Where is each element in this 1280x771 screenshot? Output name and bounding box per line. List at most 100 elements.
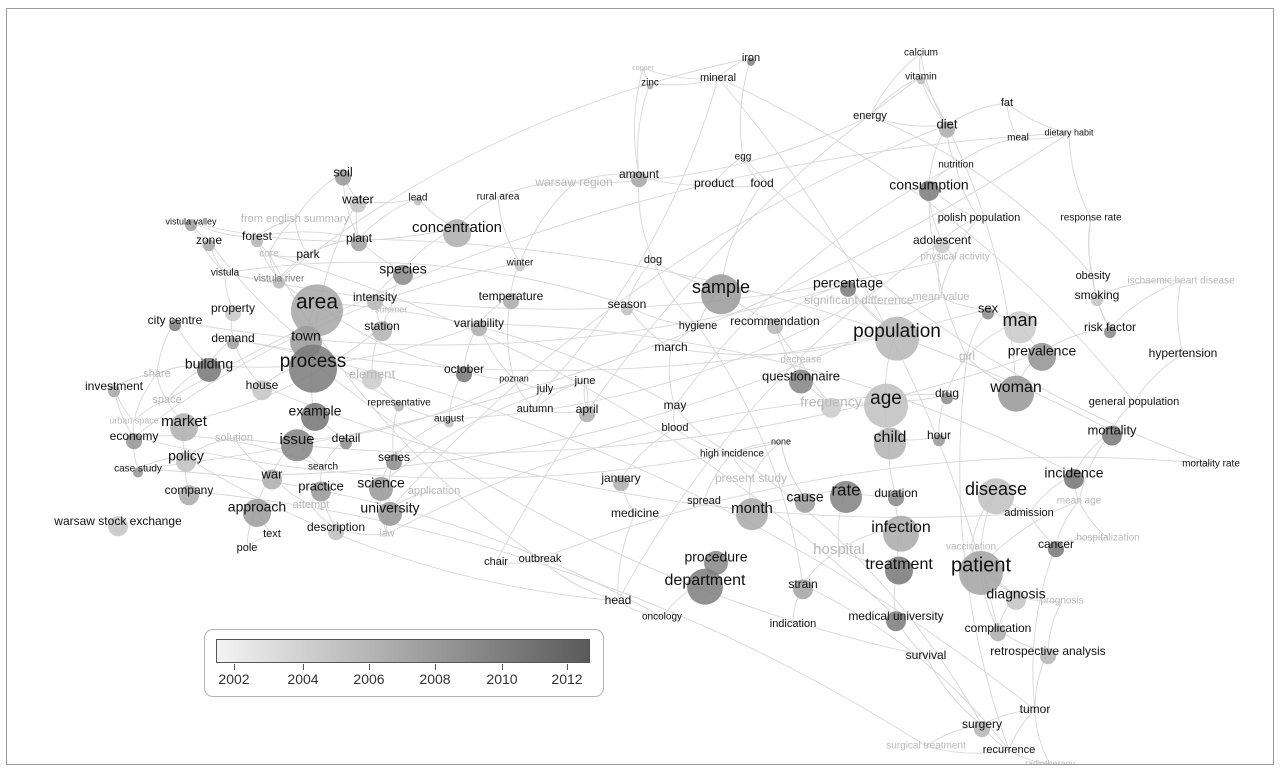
term-node[interactable] xyxy=(621,303,633,316)
term-node[interactable] xyxy=(885,556,913,585)
term-node[interactable] xyxy=(328,524,344,541)
term-label[interactable]: zinc xyxy=(641,78,659,89)
term-label[interactable]: vitamin xyxy=(905,72,937,83)
term-label[interactable]: detail xyxy=(332,431,361,445)
term-label[interactable]: season xyxy=(608,297,647,311)
term-label[interactable]: building xyxy=(185,356,233,372)
term-node[interactable] xyxy=(185,219,197,232)
term-node[interactable] xyxy=(793,579,813,600)
term-node[interactable] xyxy=(372,321,392,342)
term-node[interactable] xyxy=(840,280,856,297)
term-node[interactable] xyxy=(864,383,908,428)
term-label[interactable]: war xyxy=(261,466,284,481)
term-label[interactable]: high incidence xyxy=(700,449,764,460)
term-label[interactable]: zone xyxy=(196,233,222,247)
term-node[interactable] xyxy=(933,434,945,447)
term-node[interactable] xyxy=(982,307,994,320)
term-node[interactable] xyxy=(362,369,382,390)
term-node[interactable] xyxy=(978,478,1014,515)
term-node[interactable] xyxy=(917,76,925,85)
term-node[interactable] xyxy=(291,284,343,337)
term-node[interactable] xyxy=(747,57,755,66)
term-label[interactable]: station xyxy=(364,319,399,333)
term-label[interactable]: hour xyxy=(927,428,951,442)
term-label[interactable]: amount xyxy=(619,167,660,181)
term-label[interactable]: share xyxy=(143,368,171,380)
term-node[interactable] xyxy=(1104,326,1116,339)
term-node[interactable] xyxy=(974,721,990,738)
term-label[interactable]: radiotherapy xyxy=(1025,758,1076,764)
term-node[interactable] xyxy=(176,451,196,472)
term-node[interactable] xyxy=(252,380,272,401)
term-node[interactable] xyxy=(351,235,367,252)
term-label[interactable]: incidence xyxy=(1044,465,1103,481)
term-node[interactable] xyxy=(443,219,471,248)
term-node[interactable] xyxy=(795,492,815,513)
term-node[interactable] xyxy=(736,498,768,531)
term-node[interactable] xyxy=(998,375,1034,412)
term-node[interactable] xyxy=(133,467,143,478)
term-label[interactable]: surgical treatment xyxy=(886,741,966,752)
term-node[interactable] xyxy=(647,83,653,90)
term-label[interactable]: product xyxy=(694,176,735,190)
term-label[interactable]: calcium xyxy=(904,48,938,59)
term-label[interactable]: issue xyxy=(279,431,314,448)
term-node[interactable] xyxy=(378,501,402,526)
term-label[interactable]: food xyxy=(750,176,773,190)
term-label[interactable]: duration xyxy=(874,486,917,500)
term-node[interactable] xyxy=(243,498,271,527)
term-label[interactable]: april xyxy=(576,402,599,416)
term-node[interactable] xyxy=(281,429,313,462)
term-label[interactable]: complication xyxy=(965,621,1032,635)
term-label[interactable]: age xyxy=(870,388,902,409)
term-node[interactable] xyxy=(767,318,783,335)
term-label[interactable]: iron xyxy=(742,52,760,64)
term-node[interactable] xyxy=(386,454,402,471)
term-node[interactable] xyxy=(959,551,1003,595)
term-label[interactable]: search xyxy=(308,462,338,473)
term-label[interactable]: case study xyxy=(114,464,162,475)
term-node[interactable] xyxy=(1028,342,1056,371)
term-label[interactable]: investment xyxy=(85,379,144,393)
term-node[interactable] xyxy=(1102,425,1122,446)
term-label[interactable]: rural area xyxy=(477,192,520,203)
term-label[interactable]: october xyxy=(444,362,484,376)
term-label[interactable]: percentage xyxy=(813,275,883,291)
term-node[interactable] xyxy=(579,406,595,423)
term-node[interactable] xyxy=(301,402,329,431)
term-label[interactable]: urban space xyxy=(109,415,159,425)
term-node[interactable] xyxy=(197,357,221,382)
term-label[interactable]: law xyxy=(379,529,395,540)
term-label[interactable]: strain xyxy=(788,577,817,591)
term-label[interactable]: lead xyxy=(409,193,428,204)
term-label[interactable]: university xyxy=(360,500,419,516)
term-label[interactable]: consumption xyxy=(889,177,968,193)
term-node[interactable] xyxy=(369,476,393,501)
term-label[interactable]: park xyxy=(296,247,320,261)
term-label[interactable]: approach xyxy=(228,499,286,515)
term-label[interactable]: procedure xyxy=(684,549,747,565)
term-label[interactable]: solution xyxy=(215,432,253,444)
term-node[interactable] xyxy=(273,276,285,289)
term-label[interactable]: survival xyxy=(906,648,947,662)
term-label[interactable]: frequency xyxy=(800,394,861,410)
term-label[interactable]: prevalence xyxy=(1008,343,1077,359)
term-label[interactable]: core xyxy=(259,249,279,260)
term-label[interactable]: warsaw stock exchange xyxy=(53,514,182,528)
term-label[interactable]: july xyxy=(536,383,554,395)
term-node[interactable] xyxy=(875,316,919,361)
term-node[interactable] xyxy=(1004,311,1036,344)
term-label[interactable]: significant difference xyxy=(804,293,914,307)
term-label[interactable]: economy xyxy=(110,429,159,443)
term-label[interactable]: ischaemic heart disease xyxy=(1127,276,1235,287)
term-label[interactable]: concentration xyxy=(412,219,502,236)
term-label[interactable]: egg xyxy=(735,152,752,163)
term-node[interactable] xyxy=(251,235,263,248)
term-label[interactable]: water xyxy=(341,191,374,206)
term-label[interactable]: variability xyxy=(454,316,504,330)
term-label[interactable]: diagnosis xyxy=(986,586,1045,602)
term-label[interactable]: science xyxy=(357,475,405,491)
term-label[interactable]: meal xyxy=(1007,133,1029,144)
term-label[interactable]: town xyxy=(291,328,321,344)
term-label[interactable]: representative xyxy=(367,398,431,409)
